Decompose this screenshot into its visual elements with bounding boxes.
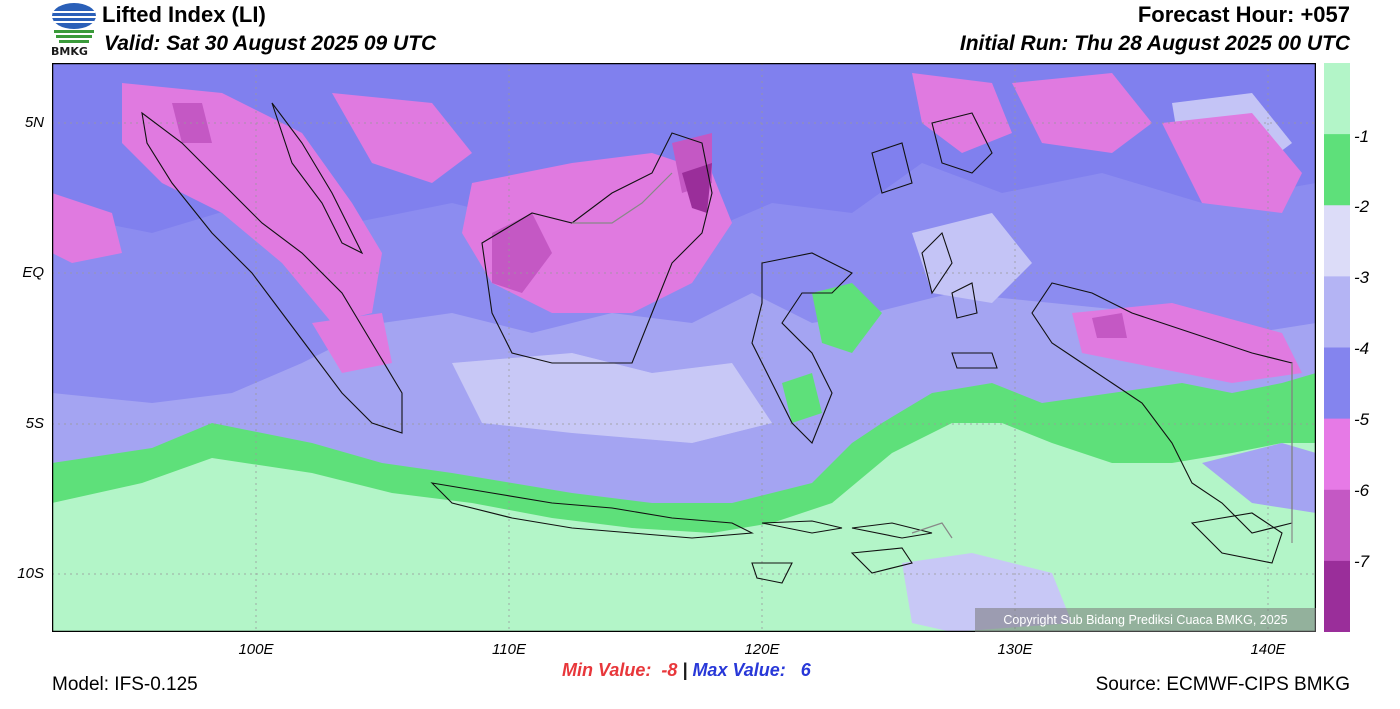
lat-label-eq: EQ <box>22 264 44 281</box>
colorbar-label: -4 <box>1354 339 1370 358</box>
sulawesi-coast <box>751 252 853 444</box>
colorbar-swatch <box>1324 489 1350 562</box>
lat-label-5n: 5N <box>24 114 44 131</box>
initial-run: Initial Run: Thu 28 August 2025 00 UTC <box>959 32 1350 55</box>
colorbar-swatch <box>1324 418 1350 491</box>
colorbar-swatch <box>1324 63 1350 135</box>
colorbar-swatch <box>1324 205 1350 277</box>
lon-label-110e: 110E <box>492 641 526 658</box>
lon-label-130e: 130E <box>997 641 1033 658</box>
java-coast <box>430 482 755 539</box>
copyright-notice: Copyright Sub Bidang Prediksi Cuaca BMKG… <box>975 608 1316 632</box>
borneo-coast <box>481 132 713 364</box>
max-value: Max Value: 6 <box>692 660 811 680</box>
colorbar-swatch <box>1324 134 1350 206</box>
colorbar-swatch <box>1324 276 1350 349</box>
sumatra-coast <box>141 111 403 434</box>
min-max-values: Min Value: -8 | Max Value: 6 <box>562 660 811 681</box>
lifted-index-map[interactable] <box>52 63 1316 632</box>
lon-label-140e: 140E <box>1250 641 1286 658</box>
valid-time: Valid: Sat 30 August 2025 09 UTC <box>104 32 437 55</box>
malay-coast <box>271 102 364 255</box>
model-label: Model: IFS-0.125 <box>52 674 198 695</box>
colorbar-label: -2 <box>1354 197 1370 216</box>
lon-label-120e: 120E <box>744 641 780 658</box>
bmkg-logo <box>52 3 96 43</box>
min-value: Min Value: -8 <box>562 660 678 680</box>
forecast-hour: Forecast Hour: +057 <box>1137 2 1350 27</box>
colorbar-label: -1 <box>1354 127 1370 146</box>
colorbar-label: -7 <box>1354 552 1370 571</box>
lat-label-10s: 10S <box>17 565 44 582</box>
source-label: Source: ECMWF-CIPS BMKG <box>1095 674 1350 695</box>
lon-label-100e: 100E <box>238 641 274 658</box>
lat-label-5s: 5S <box>25 415 44 432</box>
colorbar-label: -5 <box>1354 410 1370 429</box>
logo-text: BMKG <box>51 45 88 58</box>
colorbar-swatch <box>1324 347 1350 420</box>
value-separator: | <box>682 660 688 680</box>
colorbar-swatch <box>1324 560 1350 632</box>
papua-coast <box>1031 282 1293 534</box>
colorbar-label: -3 <box>1354 268 1370 287</box>
colorbar-label: -6 <box>1354 481 1370 500</box>
map-title: Lifted Index (LI) <box>102 2 266 27</box>
colorbar <box>1324 63 1350 632</box>
